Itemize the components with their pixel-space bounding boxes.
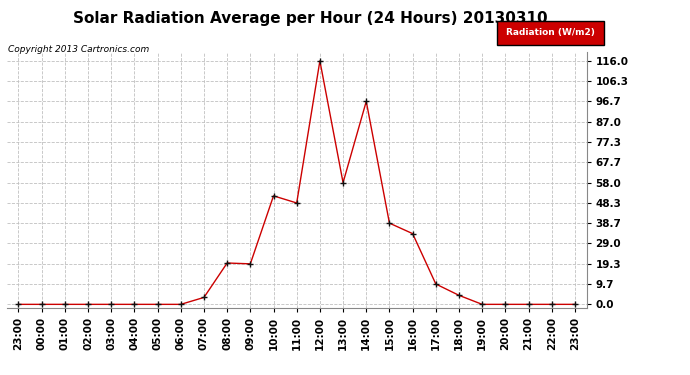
Text: Copyright 2013 Cartronics.com: Copyright 2013 Cartronics.com [8, 45, 150, 54]
Text: Solar Radiation Average per Hour (24 Hours) 20130310: Solar Radiation Average per Hour (24 Hou… [73, 11, 548, 26]
Text: Radiation (W/m2): Radiation (W/m2) [506, 28, 595, 38]
